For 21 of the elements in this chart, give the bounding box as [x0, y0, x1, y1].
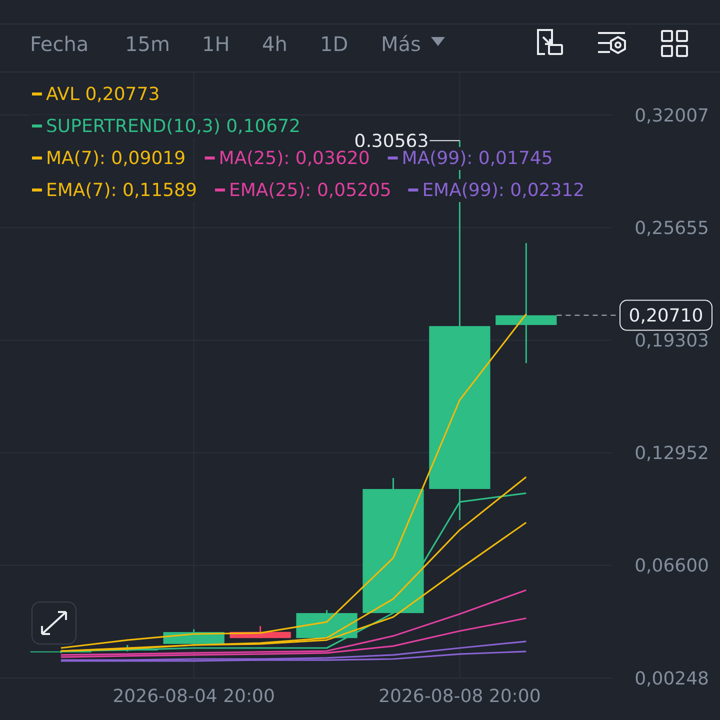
- legend-label: EMA(25): 0,05205: [229, 180, 392, 201]
- text: 1H: [202, 32, 230, 56]
- y-tick-label: 0,19303: [634, 330, 709, 352]
- y-tick-label: 0,25655: [634, 218, 709, 239]
- y-tick-label: 0,32007: [634, 105, 709, 126]
- text: Fecha: [30, 32, 89, 56]
- legend-label: SUPERTREND(10,3) 0,10672: [46, 116, 301, 137]
- legend-label: AVL 0,20773: [46, 84, 160, 105]
- text: 15m: [125, 32, 170, 56]
- x-tick-label: 2026-08-04 20:00: [112, 686, 275, 707]
- legend-label: EMA(99): 0,02312: [422, 180, 585, 201]
- y-tick-label: 0,12952: [634, 443, 709, 464]
- x-tick-label: 2026-08-08 20:00: [378, 686, 541, 707]
- ref-line-label: 0,20710: [628, 306, 704, 327]
- y-tick-label: 0,06600: [634, 556, 709, 577]
- text: 1D: [320, 32, 348, 56]
- y-tick-label: 0,00248: [634, 668, 709, 690]
- text: Más: [381, 32, 421, 56]
- legend-label: MA(7): 0,09019: [46, 148, 186, 169]
- legend-label: EMA(7): 0,11589: [46, 180, 197, 201]
- text: 4h: [262, 32, 288, 56]
